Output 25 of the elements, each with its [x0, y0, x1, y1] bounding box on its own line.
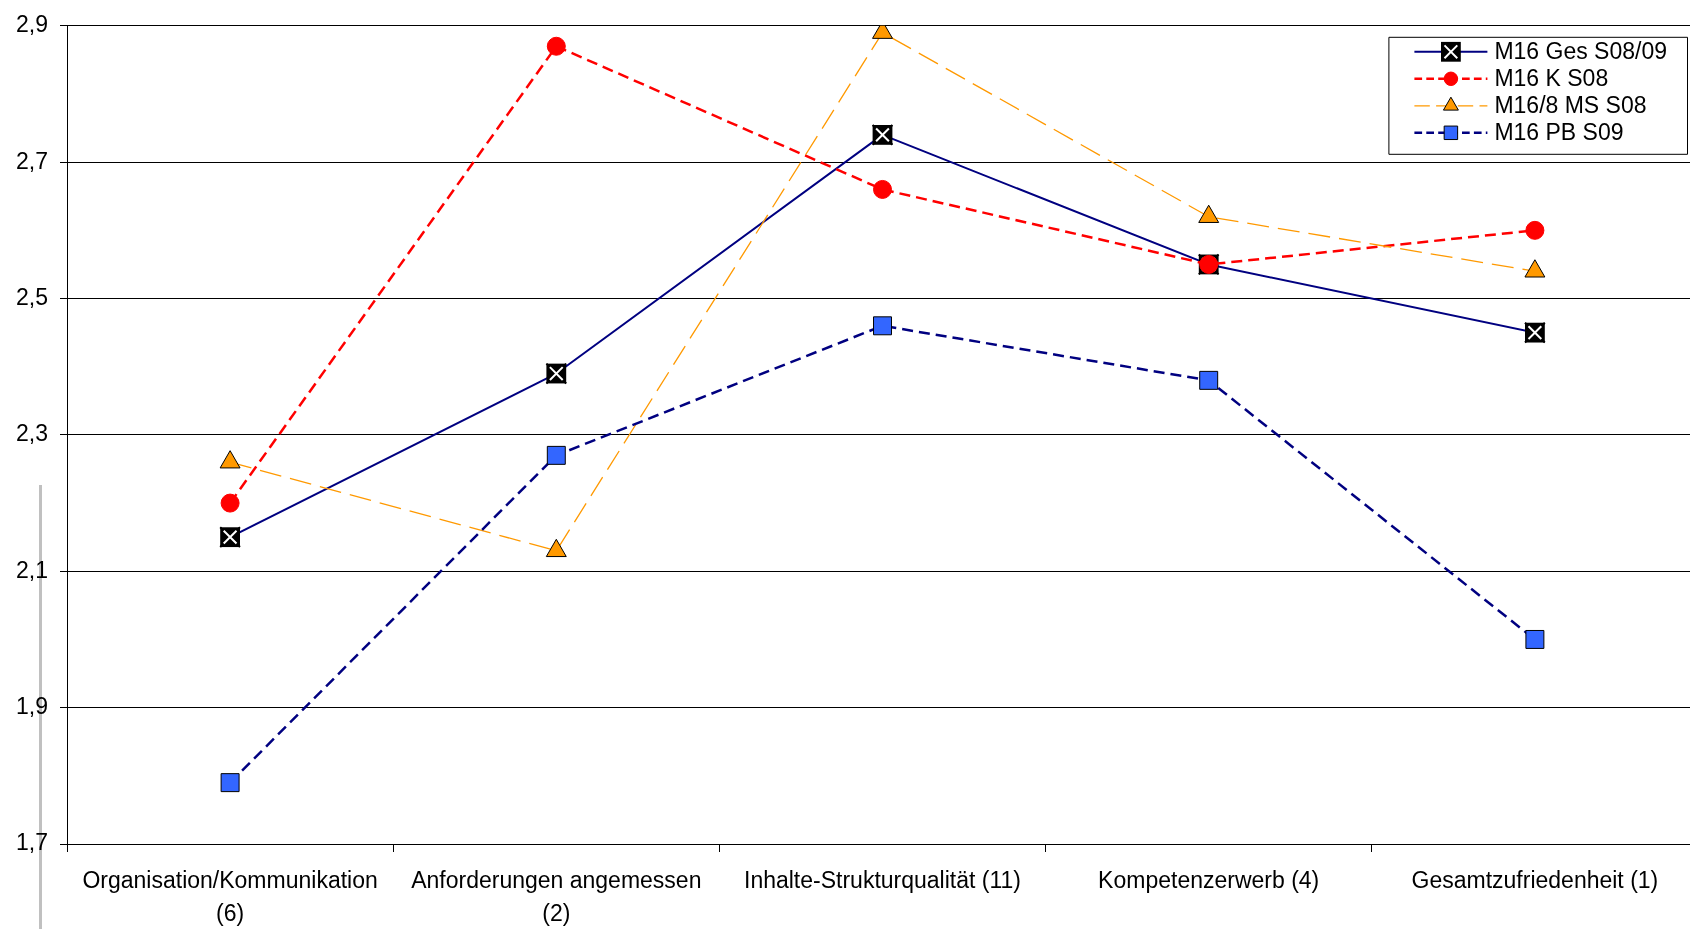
- y-tick-label: 1,9: [16, 692, 48, 719]
- point: [220, 773, 240, 793]
- point: [873, 179, 892, 199]
- point: [220, 493, 240, 513]
- y-tick-label: 2,1: [16, 556, 48, 583]
- legend-label: M16 PB S09: [1494, 119, 1624, 146]
- y-tick-label: 1,7: [16, 829, 48, 856]
- y-tick-label: 2,3: [16, 420, 48, 447]
- point: [1199, 370, 1219, 390]
- legend-label: M16 K S08: [1494, 65, 1609, 92]
- y-tick-label: 2,7: [16, 147, 48, 174]
- x-tick-label: Gesamtzufriedenheit (1): [1411, 867, 1659, 894]
- point: [546, 36, 566, 56]
- x-tick-label: Kompetenzerwerb (4): [1098, 867, 1320, 894]
- y-tick-label: 2,5: [16, 283, 48, 310]
- point: [1525, 629, 1545, 649]
- legend-label: M16 Ges S08/09: [1494, 38, 1668, 65]
- x-tick-label: Organisation/Kommunikation (6): [82, 867, 378, 926]
- point: [546, 445, 566, 465]
- point: [1525, 220, 1545, 240]
- x-tick-label: Inhalte-Strukturqualität (11): [744, 867, 1021, 894]
- legend-label: M16/8 MS S08: [1494, 92, 1647, 119]
- point: [873, 316, 892, 336]
- y-tick-label: 2,9: [16, 11, 48, 38]
- x-tick-label: Anforderungen angemessen (2): [411, 867, 702, 926]
